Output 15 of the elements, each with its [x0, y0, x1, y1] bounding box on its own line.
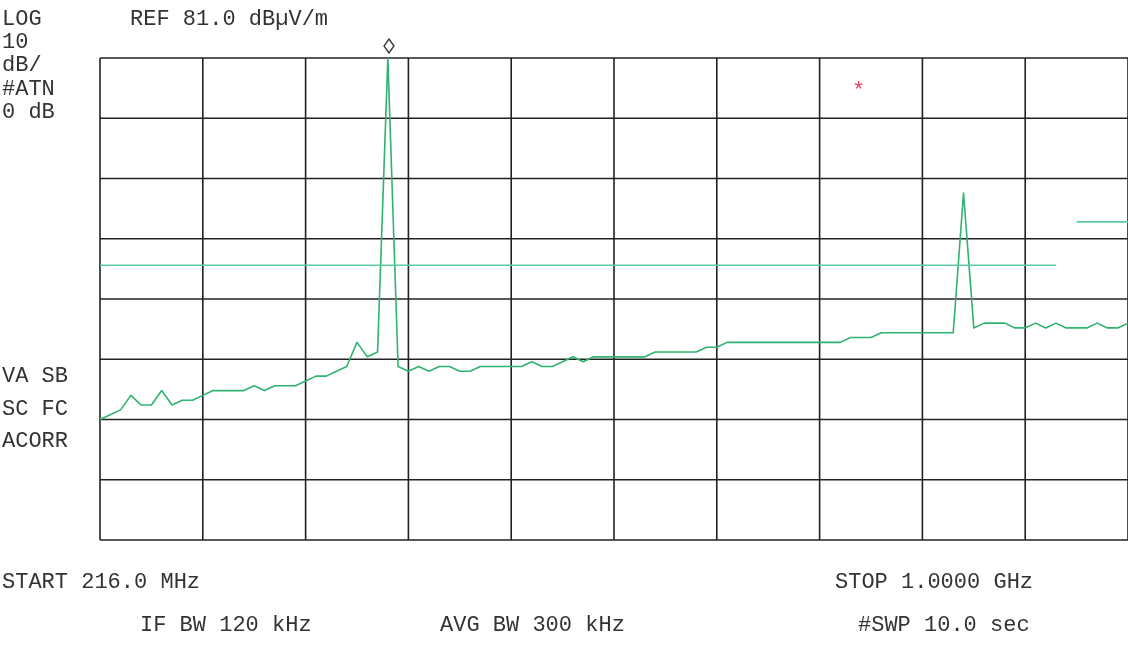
text: #SWP 10.0 sec: [858, 613, 1030, 638]
text: #ATN: [2, 77, 55, 102]
text: IF BW 120 kHz: [140, 613, 312, 638]
text: LOG: [2, 7, 42, 32]
text: START 216.0 MHz: [2, 570, 201, 595]
text: VA SB: [2, 364, 69, 389]
text: dB/: [2, 53, 42, 78]
text: SC FC: [2, 397, 69, 422]
text: 10: [2, 30, 29, 55]
text: STOP 1.0000 GHz: [835, 570, 1034, 595]
text: AVG BW 300 kHz: [440, 613, 625, 638]
text: ACORR: [2, 429, 69, 454]
text: REF 81.0 dBµV/m: [130, 7, 329, 32]
text: 0 dB: [2, 100, 55, 125]
annotation: *: [852, 79, 866, 104]
